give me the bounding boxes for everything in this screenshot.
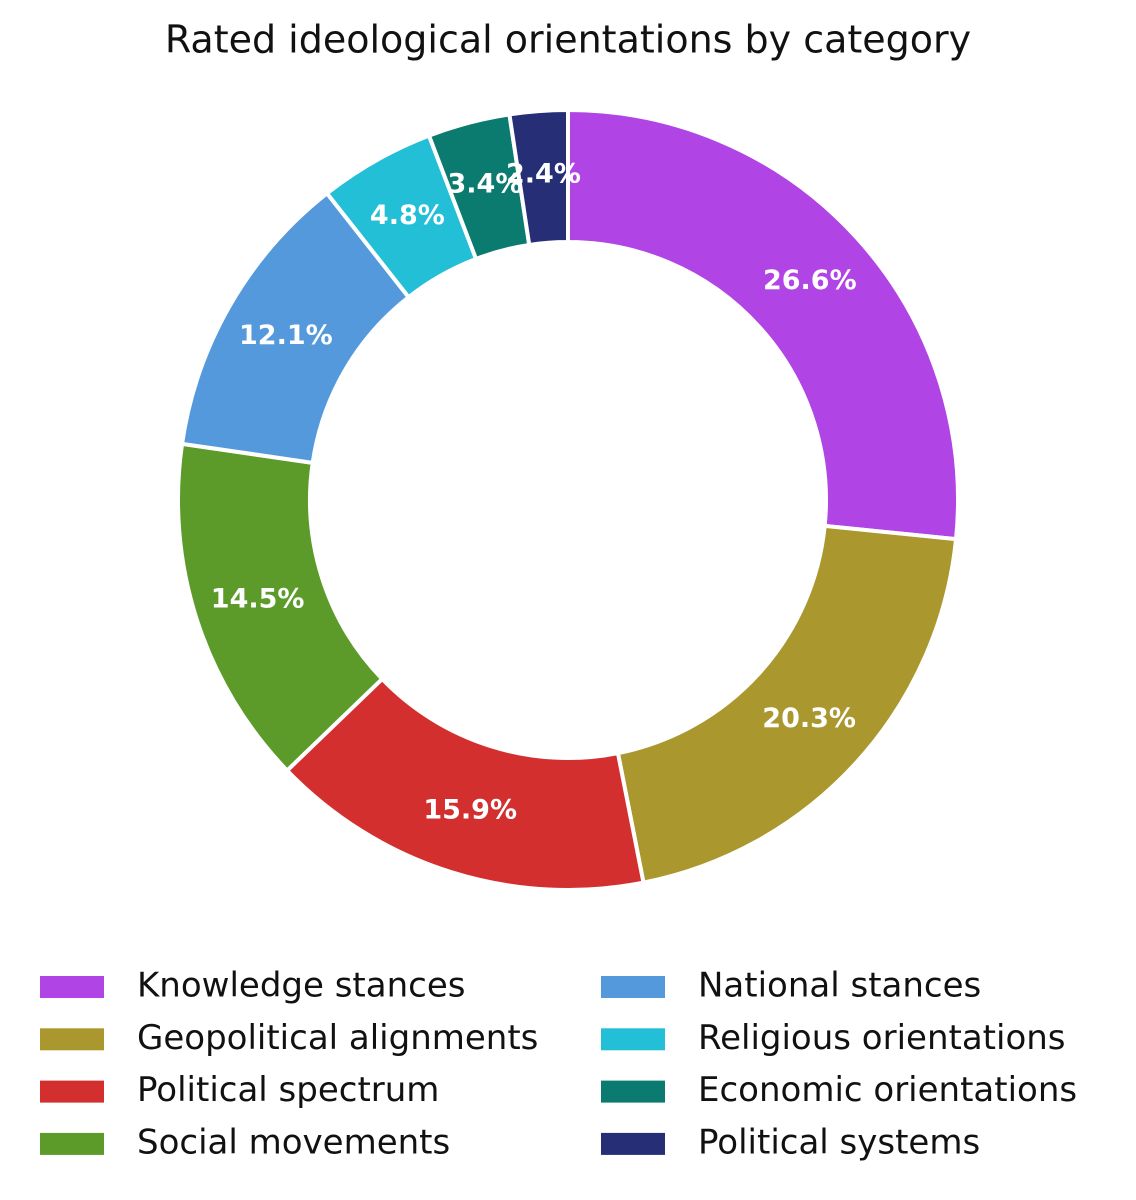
value-label: 4.8%	[370, 200, 445, 231]
legend-label: Religious orientations	[698, 1018, 1066, 1058]
legend-label: Political spectrum	[137, 1070, 439, 1110]
value-label: 20.3%	[762, 703, 856, 734]
value-label: 2.4%	[506, 158, 581, 189]
value-label: 15.9%	[423, 794, 517, 825]
legend-swatch	[601, 976, 665, 998]
donut-wedge	[566, 107, 960, 542]
legend-label: National stances	[698, 966, 981, 1006]
donut-wedge	[615, 523, 959, 885]
donut-wedge	[507, 107, 570, 248]
legend-swatch	[601, 1028, 665, 1051]
legend-swatch	[601, 1080, 665, 1103]
legend-label: Knowledge stances	[137, 966, 465, 1006]
legend-swatch	[40, 1028, 104, 1051]
value-label: 3.4%	[447, 168, 522, 199]
legend-label: Economic orientations	[698, 1070, 1077, 1110]
legend-swatch	[40, 1080, 104, 1103]
legend-swatch	[40, 976, 104, 998]
value-label: 26.6%	[763, 265, 857, 296]
legend-label: Geopolitical alignments	[137, 1018, 538, 1058]
value-label: 12.1%	[239, 320, 333, 351]
legend-label: Social movements	[137, 1122, 450, 1162]
legend-swatch	[40, 1132, 104, 1155]
legend-label: Political systems	[698, 1122, 980, 1162]
value-label: 14.5%	[211, 583, 305, 614]
legend-swatch	[601, 1132, 665, 1155]
chart-title: Rated ideological orientations by catego…	[165, 18, 971, 62]
